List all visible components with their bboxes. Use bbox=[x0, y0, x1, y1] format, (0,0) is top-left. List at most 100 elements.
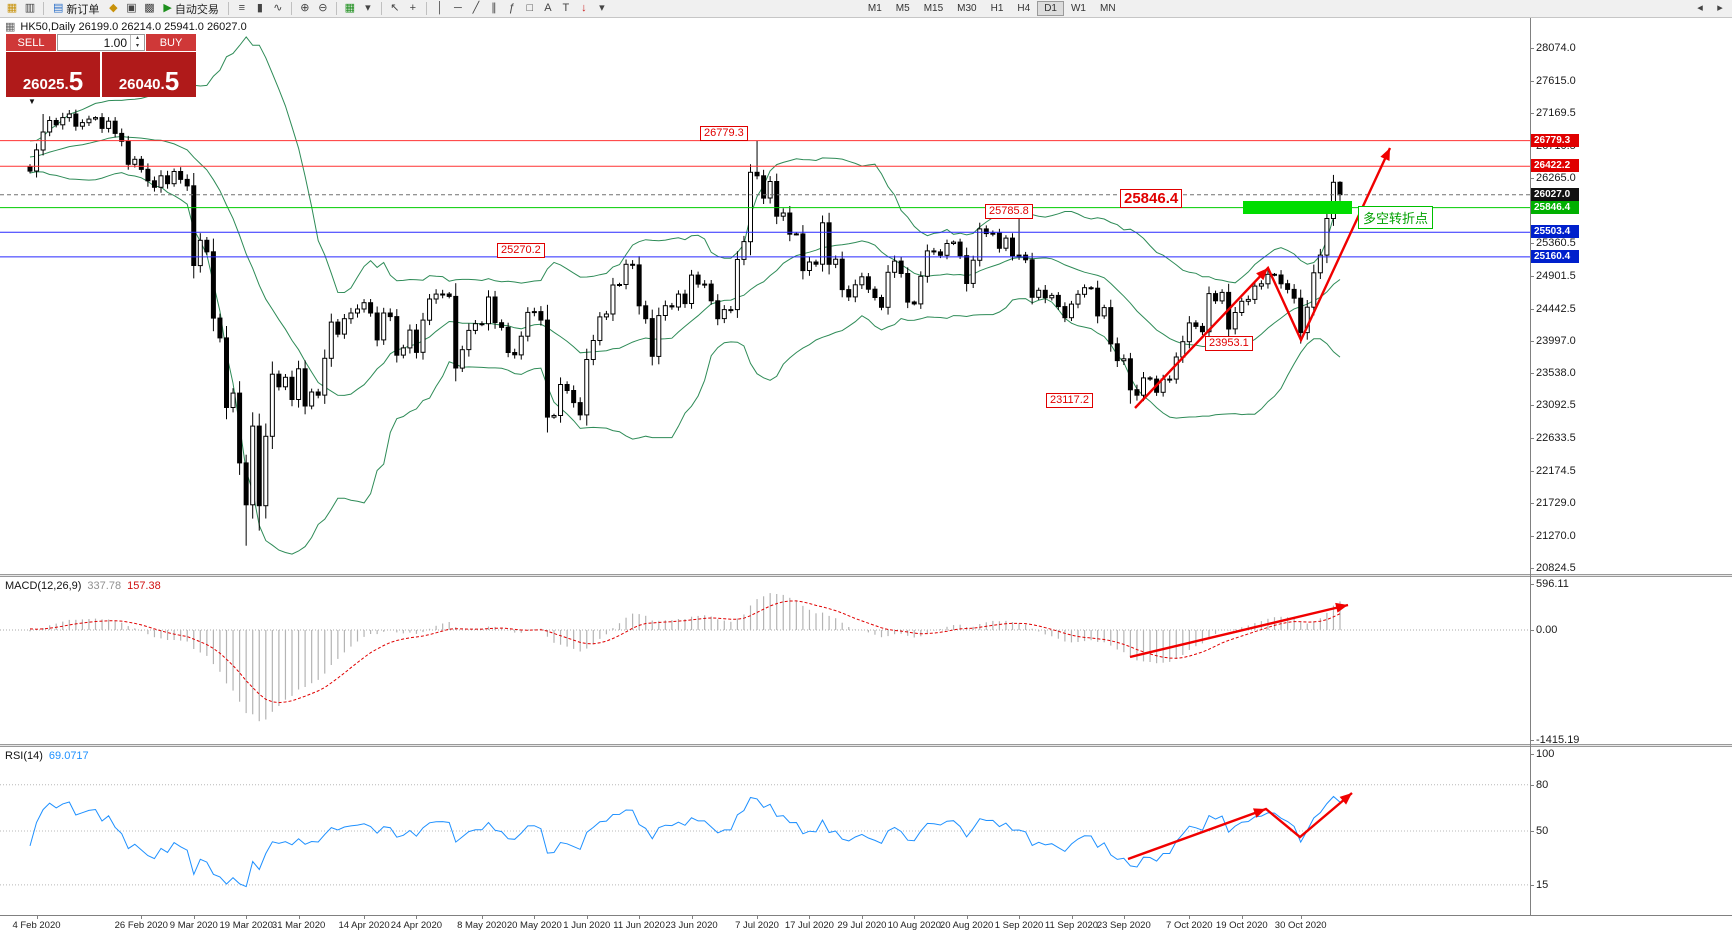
candle bbox=[610, 284, 616, 315]
candle bbox=[1023, 254, 1029, 261]
timeframe-d1[interactable]: D1 bbox=[1037, 1, 1064, 16]
autotrading-button[interactable]: ▶ 自动交易 bbox=[158, 1, 223, 17]
candle bbox=[525, 311, 531, 337]
swing-price-label[interactable]: 25785.8 bbox=[985, 204, 1033, 219]
panel-splitter[interactable] bbox=[0, 744, 1732, 747]
candle bbox=[1272, 273, 1277, 276]
swing-price-label[interactable]: 23953.1 bbox=[1205, 336, 1253, 351]
timeframe-m30[interactable]: M30 bbox=[957, 3, 977, 14]
volume-spinner[interactable]: ▴ ▾ bbox=[130, 35, 144, 50]
cursor-tool-button[interactable]: ↖ bbox=[386, 1, 404, 17]
mql-icon: ◆ bbox=[109, 2, 118, 14]
chart-icon: ▦ bbox=[5, 20, 16, 33]
main-chart-canvas[interactable] bbox=[0, 18, 1530, 575]
timeframe-mn[interactable]: MN bbox=[1099, 3, 1116, 14]
bar-chart-button[interactable]: ≡ bbox=[233, 1, 251, 17]
rsi-panel-canvas[interactable] bbox=[0, 747, 1530, 915]
toolbar-nav-right-button[interactable]: ▸ bbox=[1711, 1, 1729, 17]
market-watch-button[interactable]: ▩ bbox=[140, 1, 158, 17]
horizontal-line-tool[interactable]: ─ bbox=[449, 1, 467, 17]
macd-axis-label: 596.11 bbox=[1536, 577, 1569, 590]
macd-panel-canvas[interactable] bbox=[0, 577, 1530, 745]
chart-layout-button[interactable]: ▥ bbox=[21, 1, 39, 17]
price-axis-tick bbox=[1530, 373, 1534, 375]
date-axis-label: 8 May 2020 bbox=[457, 920, 507, 931]
timeframe-h1[interactable]: H1 bbox=[990, 3, 1004, 14]
price-axis-tick bbox=[1530, 438, 1534, 440]
arrows-tool[interactable]: ↓ bbox=[575, 1, 593, 17]
price-axis-label: 22174.5 bbox=[1536, 465, 1576, 478]
candle bbox=[184, 178, 190, 187]
indicators-button[interactable]: ▦ bbox=[341, 1, 359, 17]
price-tag: 25503.4 bbox=[1531, 225, 1579, 239]
candle bbox=[387, 312, 393, 318]
volume-stepper[interactable]: 1.00 ▴ ▾ bbox=[57, 34, 145, 51]
channel-tool[interactable]: ∥ bbox=[485, 1, 503, 17]
zoom-in-button[interactable]: ⊕ bbox=[296, 1, 314, 17]
autotrading-play-icon: ▶ bbox=[163, 2, 172, 14]
swing-price-label[interactable]: 23117.2 bbox=[1046, 393, 1093, 408]
candle bbox=[957, 241, 963, 257]
candle bbox=[1206, 293, 1212, 333]
candle bbox=[911, 301, 917, 305]
shapes-tool[interactable]: □ bbox=[521, 1, 539, 17]
zoom-in-icon: ⊕ bbox=[300, 2, 310, 14]
price-axis-label: 24901.5 bbox=[1536, 269, 1576, 282]
candlestick-chart-button[interactable]: ▮ bbox=[251, 1, 269, 17]
fibonacci-tool[interactable]: ƒ bbox=[503, 1, 521, 17]
chart-layout-icon: ▥ bbox=[24, 2, 36, 14]
buy-button[interactable]: 26040. 5 bbox=[102, 52, 196, 97]
metaeditor-button[interactable]: ◆ bbox=[104, 1, 122, 17]
volume-value[interactable]: 1.00 bbox=[103, 36, 127, 50]
buy-label: BUY bbox=[146, 34, 196, 51]
sell-button[interactable]: 26025. 5 bbox=[6, 52, 100, 97]
trade-panel-collapse-icon[interactable]: ▼ bbox=[28, 97, 36, 106]
text-tool[interactable]: A bbox=[539, 1, 557, 17]
time-axis-tick bbox=[1300, 915, 1302, 919]
vertical-line-tool[interactable]: │ bbox=[431, 1, 449, 17]
new-order-button[interactable]: ▤ 新订单 bbox=[48, 1, 104, 17]
trendline-tool[interactable]: ╱ bbox=[467, 1, 485, 17]
swing-price-label[interactable]: 26779.3 bbox=[700, 126, 748, 141]
crosshair-tool-button[interactable]: + bbox=[404, 1, 422, 17]
price-tag: 26422.2 bbox=[1531, 159, 1579, 173]
candle bbox=[158, 175, 164, 188]
spin-up-icon[interactable]: ▴ bbox=[135, 35, 139, 41]
toolbar-separator bbox=[290, 2, 292, 15]
time-axis-tick bbox=[639, 915, 641, 919]
zoom-out-button[interactable]: ⊖ bbox=[314, 1, 332, 17]
candle bbox=[165, 175, 171, 185]
candle bbox=[256, 425, 262, 507]
buy-price-pips: 5 bbox=[164, 66, 180, 97]
candle bbox=[662, 305, 668, 317]
line-chart-button[interactable]: ∿ bbox=[269, 1, 287, 17]
toolbar-nav-left-button[interactable]: ◂ bbox=[1691, 1, 1709, 17]
timeframe-w1[interactable]: W1 bbox=[1070, 3, 1086, 14]
swing-price-label[interactable]: 25846.4 bbox=[1120, 189, 1183, 208]
chevron-down-icon: ▾ bbox=[599, 2, 605, 14]
time-axis-border bbox=[0, 915, 1732, 916]
candle bbox=[1062, 306, 1068, 319]
spin-down-icon[interactable]: ▾ bbox=[135, 42, 139, 49]
swing-price-label[interactable]: 25270.2 bbox=[497, 243, 545, 258]
sell-price-pips: 5 bbox=[68, 66, 84, 97]
text-label-tool[interactable]: T bbox=[557, 1, 575, 17]
macd-name: MACD(12,26,9) bbox=[5, 580, 82, 592]
cursor-icon: ↖ bbox=[390, 2, 400, 14]
panel-splitter[interactable] bbox=[0, 574, 1732, 577]
timeframe-m15[interactable]: M15 bbox=[923, 3, 944, 14]
timeframe-m1[interactable]: M1 bbox=[867, 3, 882, 14]
market-watch-icon: ▩ bbox=[144, 2, 155, 14]
new-chart-button[interactable]: ▦ bbox=[3, 1, 21, 17]
chart-window-button[interactable]: ▣ bbox=[122, 1, 140, 17]
arrows-dropdown[interactable]: ▾ bbox=[593, 1, 611, 17]
timeframe-h4[interactable]: H4 bbox=[1017, 3, 1031, 14]
candle bbox=[879, 297, 884, 308]
horizontal-level-lines bbox=[0, 140, 1530, 258]
zoom-out-icon: ⊖ bbox=[318, 2, 328, 14]
indicators-dropdown[interactable]: ▾ bbox=[359, 1, 377, 17]
turning-point-label[interactable]: 多空转折点 bbox=[1358, 206, 1434, 229]
candle bbox=[1075, 293, 1081, 305]
text-icon: A bbox=[544, 2, 552, 14]
timeframe-m5[interactable]: M5 bbox=[895, 3, 910, 14]
